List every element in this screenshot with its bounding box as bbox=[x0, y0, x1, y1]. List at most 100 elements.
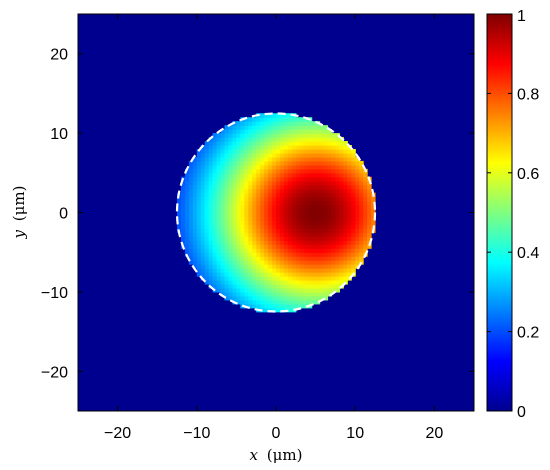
heatmap-cell bbox=[291, 212, 297, 218]
heatmap-cell bbox=[260, 125, 265, 130]
heatmap-cell bbox=[323, 188, 329, 194]
heatmap-cell bbox=[303, 276, 309, 281]
heatmap-cell bbox=[272, 299, 277, 305]
heatmap-cell bbox=[299, 279, 305, 285]
heatmap-cell bbox=[244, 283, 249, 289]
heatmap-cell bbox=[268, 192, 273, 198]
heatmap-cell bbox=[260, 268, 265, 273]
heatmap-cell bbox=[228, 204, 234, 210]
heatmap-cell bbox=[256, 164, 261, 170]
heatmap-cell bbox=[315, 228, 321, 233]
heatmap-cell bbox=[347, 172, 352, 178]
heatmap-cell bbox=[268, 196, 273, 202]
heatmap-cell bbox=[220, 204, 226, 210]
y-tick-label: −10 bbox=[41, 285, 68, 302]
heatmap-cell bbox=[279, 268, 285, 273]
heatmap-cell bbox=[319, 256, 325, 261]
heatmap-cell bbox=[252, 232, 257, 237]
heatmap-cell bbox=[216, 256, 222, 261]
heatmap-cell bbox=[220, 220, 226, 226]
heatmap-cell bbox=[180, 228, 186, 233]
heatmap-cell bbox=[339, 248, 344, 253]
heatmap-cell bbox=[208, 188, 214, 194]
heatmap-cell bbox=[216, 200, 222, 206]
heatmap-cell bbox=[367, 184, 372, 190]
heatmap-cell bbox=[208, 224, 214, 229]
heatmap-cell bbox=[220, 176, 226, 182]
heatmap-cell bbox=[276, 307, 281, 313]
heatmap-cell bbox=[343, 220, 348, 226]
heatmap-cell bbox=[196, 164, 202, 170]
heatmap-cell bbox=[240, 196, 245, 202]
heatmap-cell bbox=[264, 196, 269, 202]
heatmap-cell bbox=[303, 232, 309, 237]
heatmap-cell bbox=[216, 216, 222, 222]
heatmap-cell bbox=[236, 232, 241, 237]
heatmap-cell bbox=[327, 172, 333, 178]
heatmap-cell bbox=[347, 156, 352, 162]
heatmap-cell bbox=[264, 164, 269, 170]
heatmap-cell bbox=[240, 164, 245, 170]
heatmap-cell bbox=[295, 129, 301, 134]
heatmap-cell bbox=[276, 248, 281, 253]
heatmap-cell bbox=[212, 252, 218, 257]
heatmap-cell bbox=[244, 200, 249, 206]
heatmap-cell bbox=[256, 236, 261, 241]
heatmap-cell bbox=[351, 252, 356, 257]
heatmap-cell bbox=[196, 252, 202, 257]
heatmap-cell bbox=[228, 252, 234, 257]
heatmap-cell bbox=[283, 279, 289, 285]
heatmap-cell bbox=[200, 244, 206, 249]
heatmap-cell bbox=[327, 196, 333, 202]
heatmap-cell bbox=[355, 168, 360, 174]
heatmap-cell bbox=[224, 272, 230, 277]
heatmap-cell bbox=[279, 260, 285, 265]
heatmap-cell bbox=[252, 260, 257, 265]
heatmap-cell bbox=[299, 168, 305, 174]
heatmap-cell bbox=[272, 220, 277, 226]
heatmap-cell bbox=[363, 240, 368, 245]
heatmap-cell bbox=[228, 145, 234, 150]
heatmap-cell bbox=[268, 172, 273, 178]
heatmap-cell bbox=[351, 184, 356, 190]
heatmap-cell bbox=[208, 212, 214, 218]
heatmap-cell bbox=[339, 272, 344, 277]
heatmap-cell bbox=[244, 228, 249, 233]
heatmap-cell bbox=[331, 133, 336, 138]
heatmap-cell bbox=[343, 145, 348, 150]
heatmap-cell bbox=[232, 256, 237, 261]
heatmap-cell bbox=[236, 268, 241, 273]
heatmap-cell bbox=[268, 137, 273, 142]
heatmap-cell bbox=[343, 204, 348, 210]
heatmap-cell bbox=[307, 160, 313, 166]
heatmap-cell bbox=[224, 172, 230, 178]
heatmap-cell bbox=[295, 216, 301, 222]
heatmap-cell bbox=[335, 172, 340, 178]
heatmap-cell bbox=[248, 184, 253, 190]
heatmap-cell bbox=[283, 160, 289, 166]
heatmap-cell bbox=[339, 156, 344, 162]
heatmap-cell bbox=[220, 232, 226, 237]
heatmap-cell bbox=[264, 160, 269, 166]
heatmap-cell bbox=[323, 180, 329, 186]
heatmap-cell bbox=[291, 228, 297, 233]
heatmap-cell bbox=[220, 168, 226, 174]
heatmap-cell bbox=[319, 156, 325, 162]
heatmap-cell bbox=[347, 224, 352, 229]
heatmap-cell bbox=[236, 129, 241, 134]
heatmap-cell bbox=[240, 208, 245, 214]
heatmap-cell bbox=[264, 260, 269, 265]
heatmap-cell bbox=[260, 228, 265, 233]
heatmap-cell bbox=[295, 196, 301, 202]
heatmap-cell bbox=[268, 295, 273, 301]
heatmap-cell bbox=[276, 156, 281, 162]
heatmap-cell bbox=[347, 256, 352, 261]
heatmap-cell bbox=[363, 248, 368, 253]
heatmap-cell bbox=[319, 279, 325, 285]
heatmap-cell bbox=[319, 232, 325, 237]
heatmap-cell bbox=[287, 204, 293, 210]
heatmap-cell bbox=[268, 287, 273, 293]
heatmap-cell bbox=[180, 216, 186, 222]
heatmap-cell bbox=[351, 164, 356, 170]
heatmap-cell bbox=[200, 145, 206, 150]
